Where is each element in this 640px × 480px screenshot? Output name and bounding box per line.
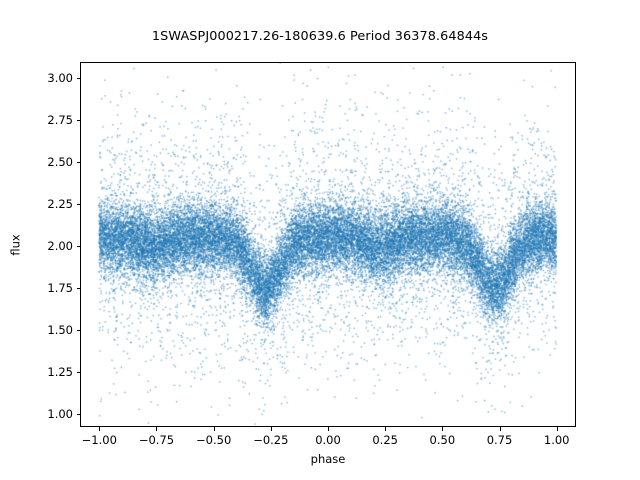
y-tick-label: 2.25	[47, 197, 73, 212]
x-tick-mark	[328, 427, 329, 431]
x-tick-label: 0.75	[486, 433, 513, 447]
y-tick-label: 2.50	[47, 155, 73, 170]
x-tick-label: −1.00	[81, 433, 117, 447]
y-tick-label: 2.75	[47, 113, 73, 128]
y-tick-label: 2.00	[47, 239, 73, 254]
y-tick-label: 1.00	[47, 407, 73, 422]
x-tick-mark	[499, 427, 501, 431]
x-tick-label: 1.00	[543, 433, 570, 447]
plot-axes	[80, 62, 576, 427]
x-tick-mark	[270, 427, 272, 431]
y-tick-mark	[76, 330, 80, 332]
y-tick-label: 1.50	[47, 323, 73, 338]
y-tick-mark	[76, 162, 80, 164]
y-tick-label: 3.00	[47, 71, 73, 86]
y-tick-mark	[76, 288, 80, 290]
y-tick-mark	[76, 120, 80, 122]
y-tick-mark	[76, 246, 80, 248]
scatter-plot-canvas	[81, 63, 575, 426]
y-tick-mark	[76, 414, 80, 416]
x-axis-label: phase	[310, 452, 346, 466]
page-title: 1SWASPJ000217.26-180639.6 Period 36378.6…	[151, 29, 489, 44]
y-tick-label: 1.25	[47, 365, 73, 380]
y-tick-label: 1.75	[47, 281, 73, 296]
x-tick-label: 0.00	[315, 433, 341, 447]
x-tick-mark	[556, 427, 558, 431]
x-tick-label: −0.75	[138, 433, 175, 447]
y-axis-label-text: flux	[9, 233, 23, 256]
x-tick-label: −0.25	[253, 433, 289, 447]
y-axis-label: flux	[8, 62, 24, 427]
x-tick-label: 0.25	[372, 433, 398, 447]
x-tick-label: −0.50	[196, 433, 232, 447]
x-tick-mark	[385, 427, 387, 431]
x-tick-mark	[156, 427, 158, 431]
y-tick-mark	[76, 372, 80, 374]
x-tick-label: 0.50	[429, 433, 456, 447]
x-tick-mark	[213, 427, 215, 431]
x-tick-mark	[442, 427, 444, 431]
y-tick-mark	[76, 78, 80, 80]
y-tick-mark	[76, 204, 80, 206]
x-tick-mark	[99, 427, 101, 431]
